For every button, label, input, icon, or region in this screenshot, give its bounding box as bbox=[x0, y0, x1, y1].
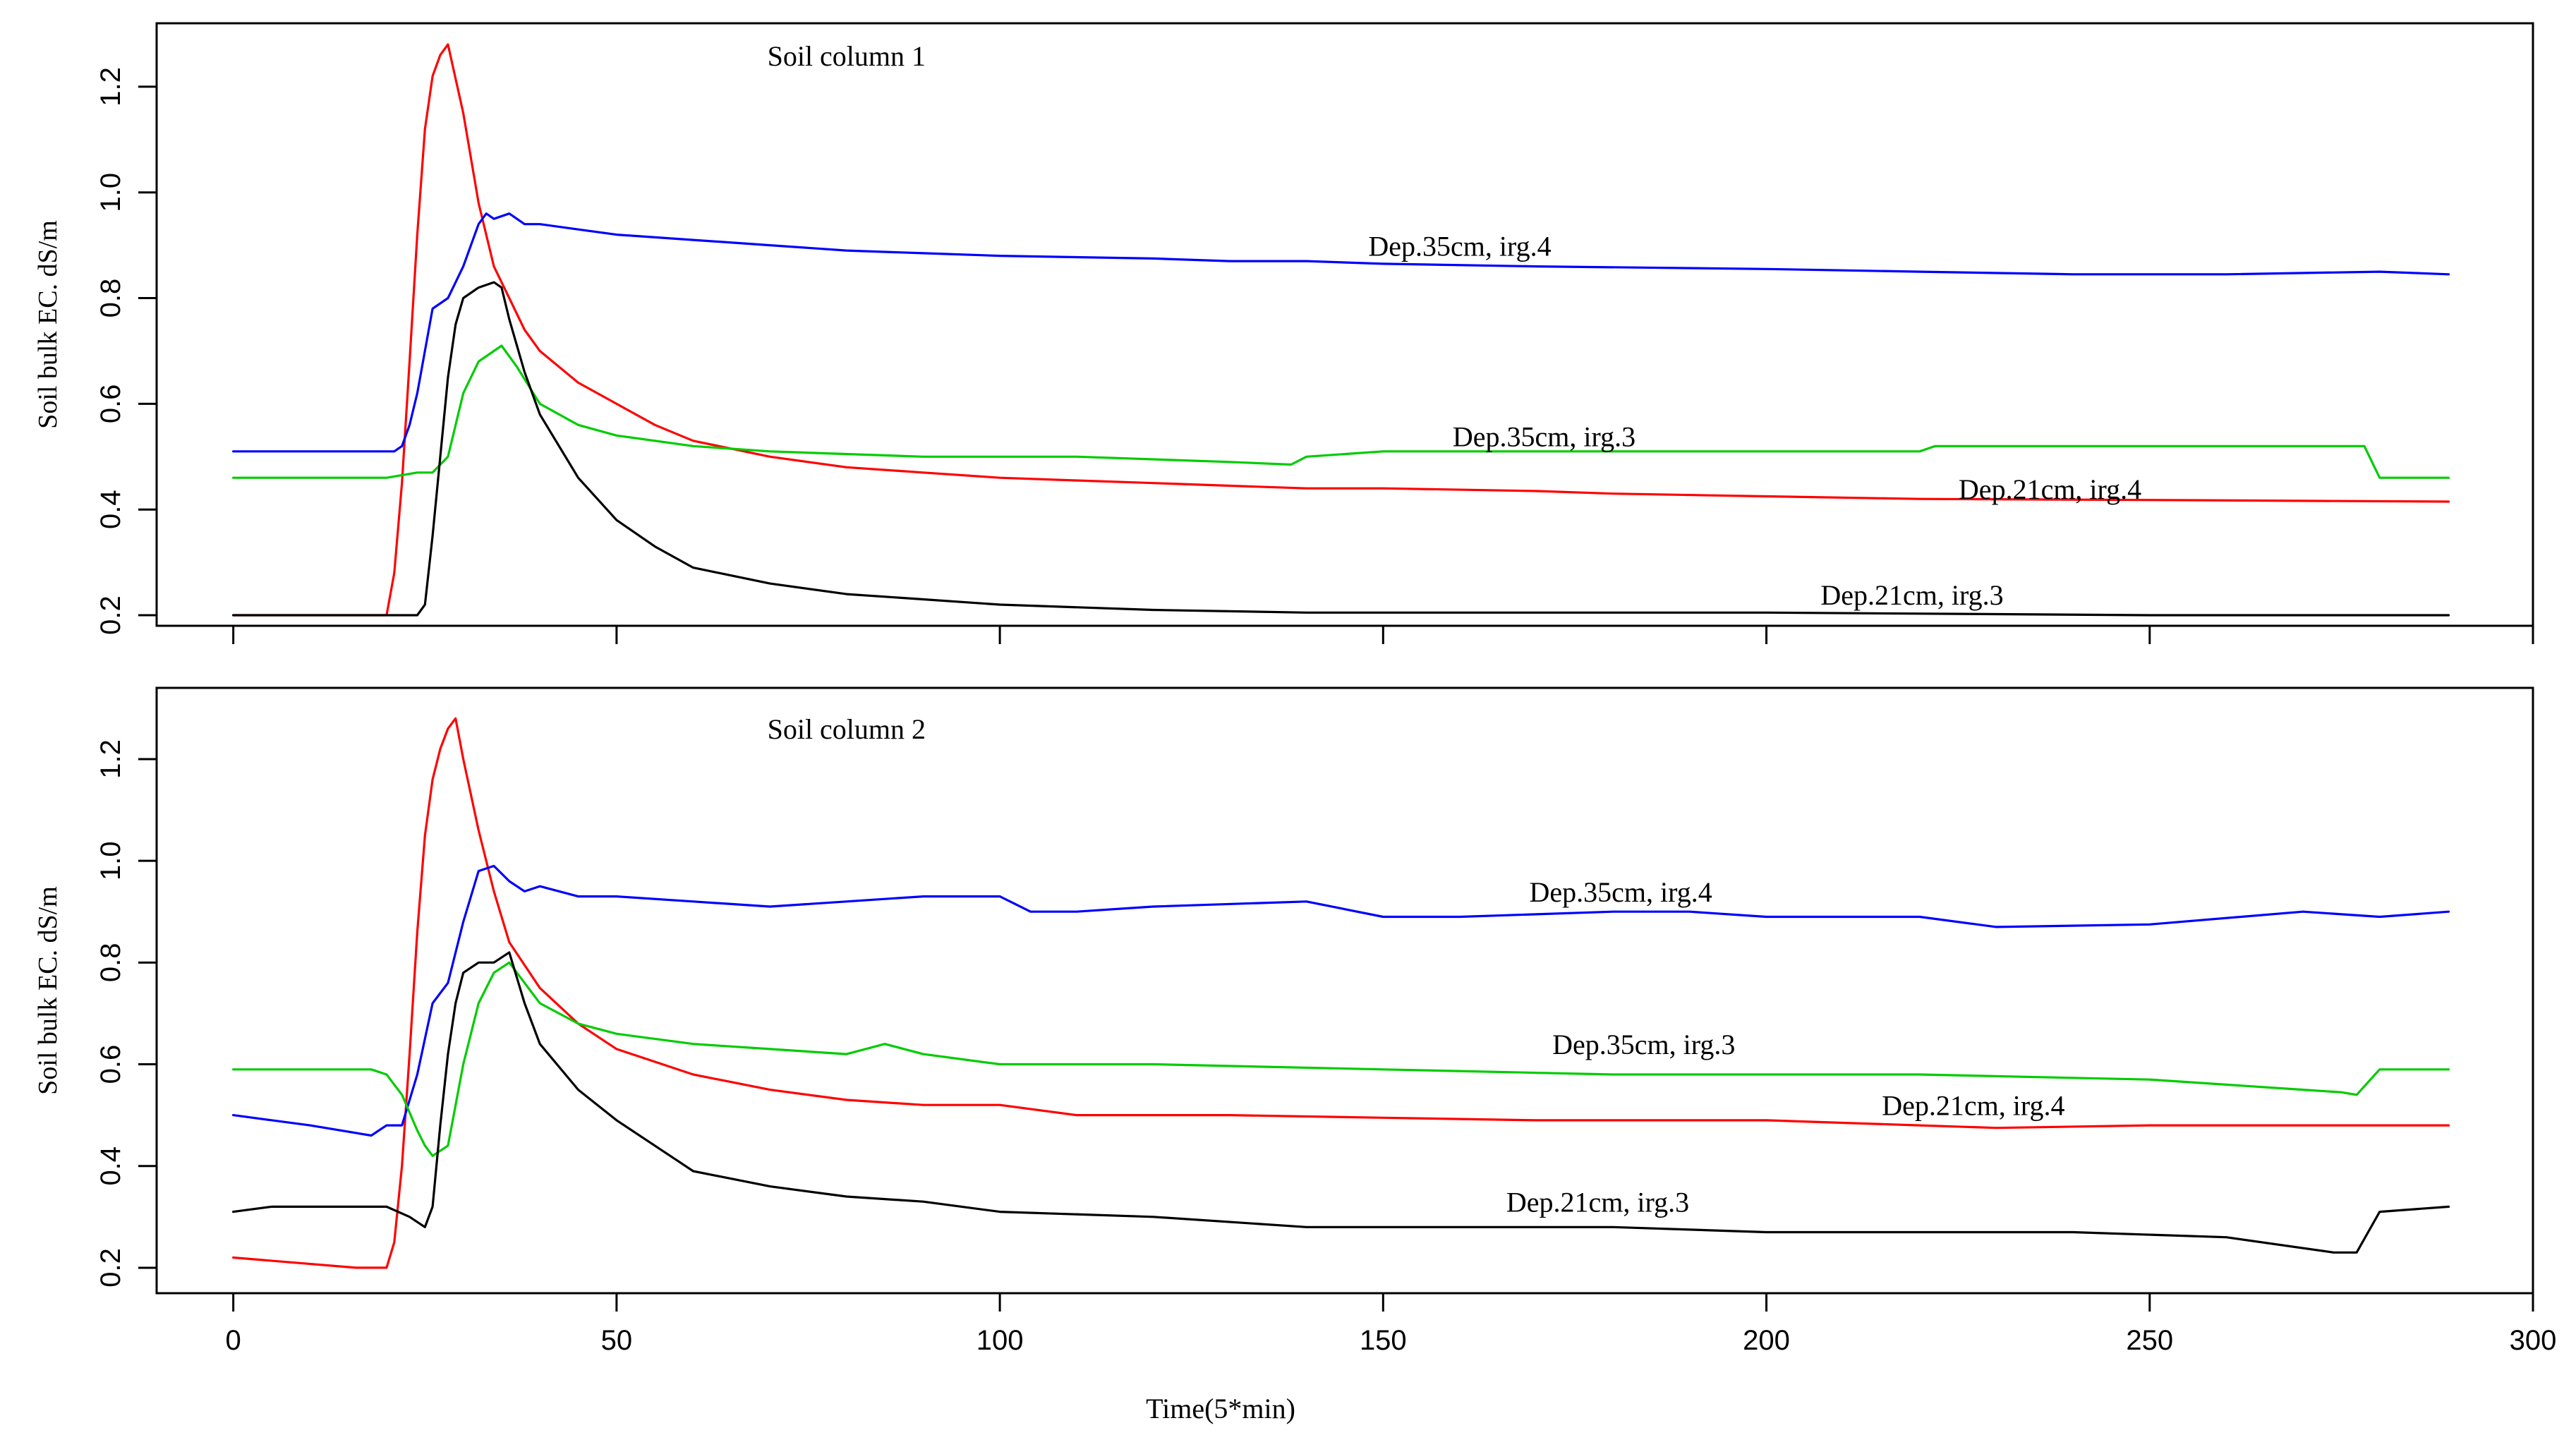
series-annotation: Dep.21cm, irg.3 bbox=[1820, 579, 2003, 611]
y-tick-label: 1.0 bbox=[95, 173, 126, 212]
panel-soil-column-2: 0.2 0.4 0.6 0.8 1.0 1.2 0 50 100 150 200 250 300 Soil… bbox=[33, 686, 2557, 1356]
y-tick-label: 0.2 bbox=[95, 1248, 126, 1288]
series-line-dep-21cm-irg-3 bbox=[232, 951, 2450, 1254]
y-tick-label: 1.2 bbox=[95, 739, 126, 779]
series-line-dep-35cm-irg-3 bbox=[232, 344, 2450, 479]
panel-title: Soil column 2 bbox=[768, 713, 926, 745]
series-line-dep-35cm-irg-3 bbox=[232, 961, 2450, 1157]
series-line-dep-35cm-irg-4 bbox=[232, 212, 2450, 453]
series-line-dep-21cm-irg-4 bbox=[232, 43, 2450, 617]
series-line-dep-21cm-irg-4 bbox=[232, 717, 2450, 1269]
x-axis-label: Time(5*min) bbox=[1146, 1393, 1295, 1424]
y-tick-label: 0.8 bbox=[95, 279, 126, 318]
y-tick-label: 1.2 bbox=[95, 67, 126, 107]
panel-title: Soil column 1 bbox=[768, 40, 926, 72]
x-tick-label: 250 bbox=[2126, 1325, 2173, 1356]
series-annotation: Dep.35cm, irg.3 bbox=[1453, 420, 1635, 452]
y-axis-label: Soil bulk EC. dS/m bbox=[33, 220, 63, 429]
series-annotation: Dep.21cm, irg.4 bbox=[1882, 1090, 2064, 1122]
y-tick-label: 0.6 bbox=[95, 1045, 126, 1084]
x-tick-label: 200 bbox=[1743, 1325, 1790, 1356]
series-line-dep-35cm-irg-4 bbox=[232, 864, 2450, 1137]
y-tick-label: 0.6 bbox=[95, 385, 126, 424]
plot-frame bbox=[155, 686, 2534, 1295]
x-tick-label: 150 bbox=[1360, 1325, 1407, 1356]
y-tick-label: 0.4 bbox=[95, 490, 126, 529]
series-annotation: Dep.35cm, irg.4 bbox=[1530, 876, 1712, 908]
series-annotation: Dep.21cm, irg.4 bbox=[1959, 473, 2141, 505]
x-tick-label: 0 bbox=[226, 1325, 241, 1356]
y-axis-label: Soil bulk EC. dS/m bbox=[33, 886, 63, 1095]
series-annotation: Dep.21cm, irg.3 bbox=[1506, 1187, 1689, 1218]
x-tick-label: 50 bbox=[601, 1325, 633, 1356]
y-tick-label: 1.0 bbox=[95, 841, 126, 880]
series-annotation: Dep.35cm, irg.4 bbox=[1368, 231, 1551, 262]
y-tick-label: 0.4 bbox=[95, 1146, 126, 1186]
series-annotation: Dep.35cm, irg.3 bbox=[1552, 1029, 1735, 1060]
panel-soil-column-1: 0.2 0.4 0.6 0.8 1.0 1.2 Soil bulk EC. dS/m Soil… bbox=[33, 22, 2534, 644]
y-tick-label: 0.2 bbox=[95, 595, 126, 635]
series-line-dep-21cm-irg-3 bbox=[232, 281, 2450, 617]
y-tick-label: 0.8 bbox=[95, 943, 126, 983]
plot-frame bbox=[155, 22, 2534, 627]
x-tick-label: 300 bbox=[2510, 1325, 2557, 1356]
x-tick-label: 100 bbox=[976, 1325, 1024, 1356]
